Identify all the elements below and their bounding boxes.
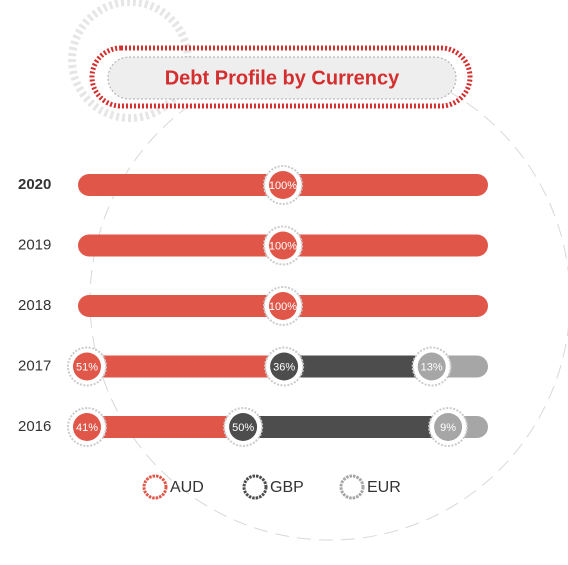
bar-segment [287, 355, 435, 378]
data-label: 36% [273, 361, 295, 373]
legend-label: AUD [170, 479, 204, 496]
data-label: 100% [269, 180, 297, 192]
data-label: 13% [421, 361, 443, 373]
data-label: 100% [269, 240, 297, 252]
data-label: 50% [232, 422, 254, 434]
legend-ring [242, 474, 268, 500]
bar-segment [246, 416, 452, 438]
y-tick-label: 2020 [18, 176, 51, 193]
data-label: 41% [76, 422, 98, 434]
badge [417, 352, 446, 381]
badge [229, 413, 258, 441]
legend-label: EUR [367, 479, 401, 496]
badge [269, 171, 297, 199]
title-frame [89, 45, 473, 109]
y-tick-label: 2018 [18, 297, 51, 314]
data-label: 51% [76, 361, 98, 373]
bar-row [78, 355, 488, 378]
legend-label: GBP [270, 479, 304, 496]
legend-ring [339, 474, 365, 500]
badge [434, 413, 463, 441]
bar-segment [78, 416, 247, 438]
data-label: 100% [269, 301, 297, 313]
bar-segment [78, 355, 288, 378]
chart-title: Debt Profile by Currency [165, 67, 400, 89]
badge [73, 352, 101, 381]
badge [73, 413, 101, 441]
title-pill [107, 56, 457, 100]
y-tick-label: 2019 [18, 236, 51, 253]
y-tick-label: 2016 [18, 418, 51, 435]
badge [269, 231, 297, 260]
legend-ring [142, 474, 168, 500]
data-label: 9% [440, 422, 456, 434]
badge [269, 292, 297, 320]
bar-row [78, 416, 488, 438]
y-tick-label: 2017 [18, 357, 51, 374]
badge [270, 352, 299, 381]
